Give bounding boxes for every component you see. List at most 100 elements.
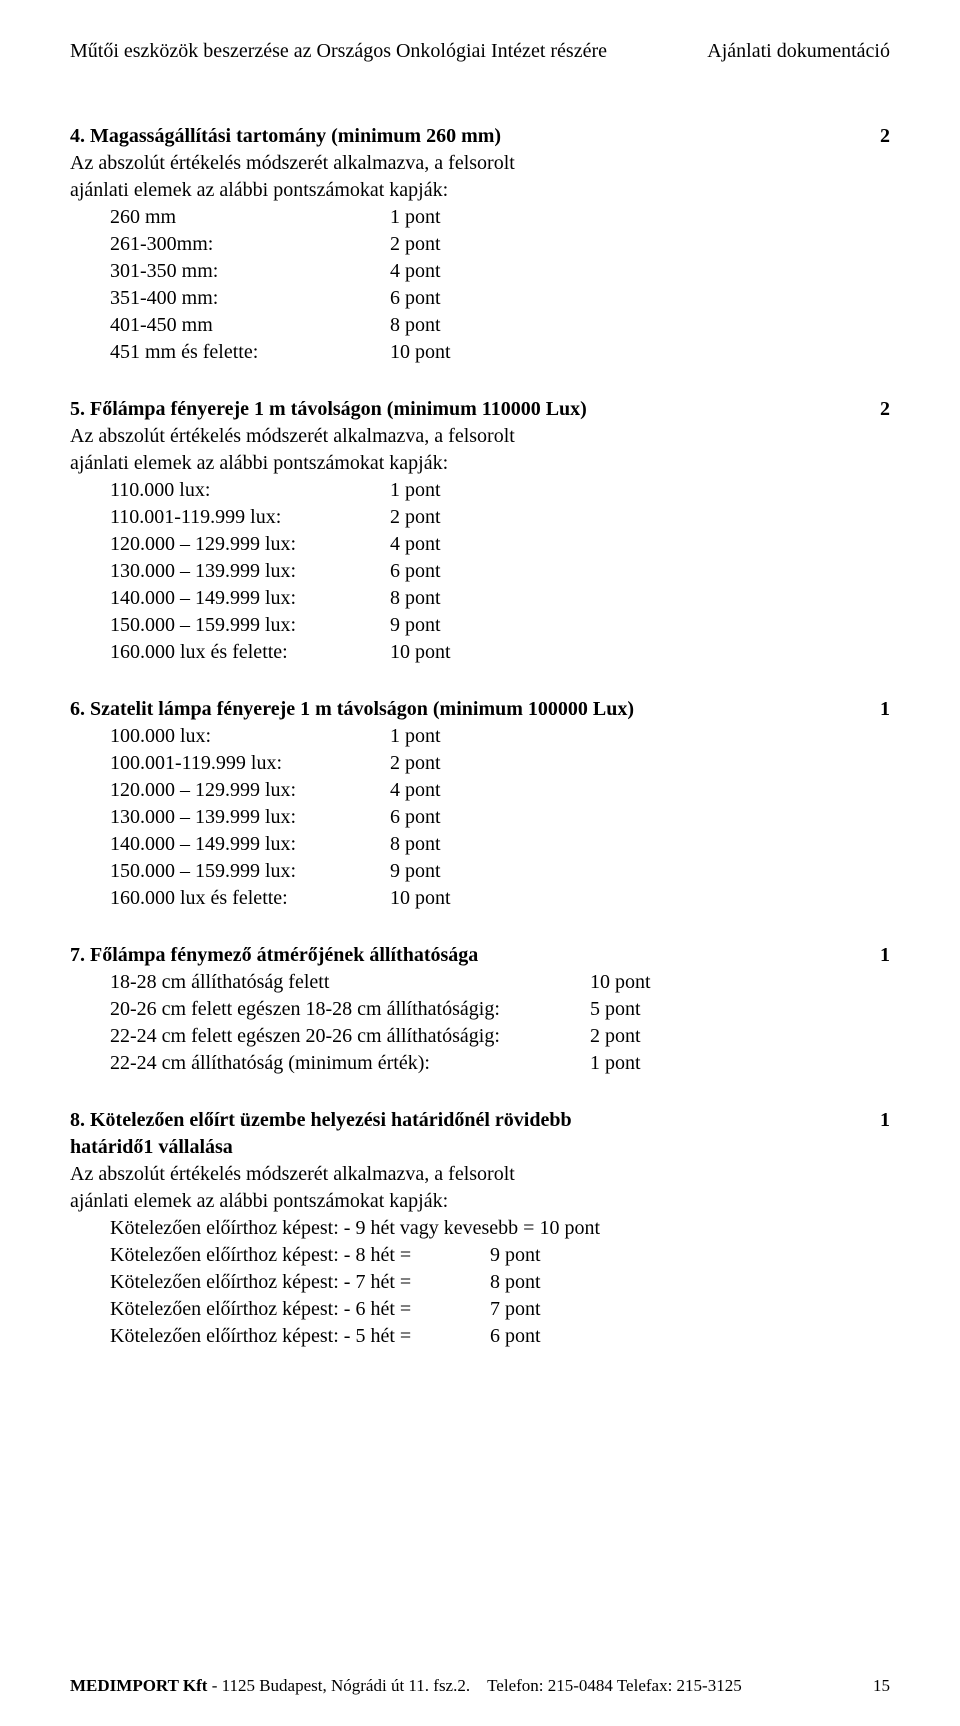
- section-6: 6. Szatelit lámpa fényereje 1 m távolság…: [70, 696, 890, 912]
- row-label: 160.000 lux és felette:: [70, 885, 390, 912]
- row-label: 120.000 – 129.999 lux:: [70, 777, 390, 804]
- section-7-row: 22-24 cm felett egészen 20-26 cm állítha…: [70, 1023, 890, 1050]
- section-4-intro2: ajánlati elemek az alábbi pontszámokat k…: [70, 177, 890, 204]
- section-5-row: 140.000 – 149.999 lux:8 pont: [70, 585, 890, 612]
- row-label: 120.000 – 129.999 lux:: [70, 531, 390, 558]
- row-value: 2 pont: [390, 231, 441, 258]
- section-6-row: 100.001-119.999 lux:2 pont: [70, 750, 890, 777]
- row-label: 150.000 – 159.999 lux:: [70, 612, 390, 639]
- row-value: 9 pont: [390, 612, 441, 639]
- section-6-weight: 1: [880, 696, 890, 723]
- row-label: 22-24 cm felett egészen 20-26 cm állítha…: [70, 1023, 590, 1050]
- section-4-title: 4. Magasságállítási tartomány (minimum 2…: [70, 125, 501, 147]
- section-8: 8. Kötelezően előírt üzembe helyezési ha…: [70, 1107, 890, 1350]
- section-4-row: 401-450 mm8 pont: [70, 312, 890, 339]
- section-4-row: 260 mm1 pont: [70, 204, 890, 231]
- row-value: 1 pont: [590, 1050, 641, 1077]
- row-value: 2 pont: [390, 750, 441, 777]
- section-4-row: 451 mm és felette:10 pont: [70, 339, 890, 366]
- row-value: 6 pont: [490, 1323, 541, 1350]
- row-value: 4 pont: [390, 258, 441, 285]
- header-right: Ajánlati dokumentáció: [707, 40, 890, 63]
- section-5-row: 160.000 lux és felette:10 pont: [70, 639, 890, 666]
- section-6-row: 120.000 – 129.999 lux:4 pont: [70, 777, 890, 804]
- section-8-row: Kötelezően előírthoz képest: - 5 hét =6 …: [70, 1323, 890, 1350]
- section-8-title2: határidő1 vállalása: [70, 1134, 890, 1161]
- row-label: 20-26 cm felett egészen 18-28 cm állítha…: [70, 996, 590, 1023]
- row-label: 22-24 cm állíthatóság (minimum érték):: [70, 1050, 590, 1077]
- row-value: 10 pont: [390, 639, 451, 666]
- row-value: 5 pont: [590, 996, 641, 1023]
- page-footer: MEDIMPORT Kft - 1125 Budapest, Nógrádi ú…: [70, 1676, 890, 1696]
- row-value: 4 pont: [390, 531, 441, 558]
- section-5-title: 5. Főlámpa fényereje 1 m távolságon (min…: [70, 398, 587, 420]
- section-7-weight: 1: [880, 942, 890, 969]
- section-5-row: 120.000 – 129.999 lux:4 pont: [70, 531, 890, 558]
- section-5-row: 110.001-119.999 lux:2 pont: [70, 504, 890, 531]
- section-4-weight: 2: [880, 123, 890, 150]
- row-label: 140.000 – 149.999 lux:: [70, 831, 390, 858]
- section-8-row: Kötelezően előírthoz képest: - 6 hét =7 …: [70, 1296, 890, 1323]
- section-8-intro2: ajánlati elemek az alábbi pontszámokat k…: [70, 1188, 890, 1215]
- row-label: 260 mm: [70, 204, 390, 231]
- page: Műtői eszközök beszerzése az Országos On…: [0, 0, 960, 1726]
- row-value: 9 pont: [490, 1242, 541, 1269]
- row-label: 18-28 cm állíthatóság felett: [70, 969, 590, 996]
- section-4-row: 351-400 mm:6 pont: [70, 285, 890, 312]
- row-value: 2 pont: [390, 504, 441, 531]
- row-label: 160.000 lux és felette:: [70, 639, 390, 666]
- section-8-title: 8. Kötelezően előírt üzembe helyezési ha…: [70, 1109, 572, 1131]
- row-label: Kötelezően előírthoz képest: - 8 hét =: [70, 1242, 490, 1269]
- section-7-title: 7. Főlámpa fénymező átmérőjének állíthat…: [70, 944, 478, 966]
- row-label: 130.000 – 139.999 lux:: [70, 558, 390, 585]
- row-label: 110.001-119.999 lux:: [70, 504, 390, 531]
- row-label: 100.001-119.999 lux:: [70, 750, 390, 777]
- row-value: 9 pont: [390, 858, 441, 885]
- row-value: 8 pont: [390, 831, 441, 858]
- row-label: 301-350 mm:: [70, 258, 390, 285]
- row-value: 1 pont: [390, 204, 441, 231]
- row-value: 1 pont: [390, 477, 441, 504]
- row-value: 10 pont: [390, 885, 451, 912]
- row-value: 6 pont: [390, 285, 441, 312]
- section-5-row: 130.000 – 139.999 lux:6 pont: [70, 558, 890, 585]
- row-value: 2 pont: [590, 1023, 641, 1050]
- row-label: Kötelezően előírthoz képest: - 6 hét =: [70, 1296, 490, 1323]
- section-6-row: 130.000 – 139.999 lux:6 pont: [70, 804, 890, 831]
- row-label: 150.000 – 159.999 lux:: [70, 858, 390, 885]
- section-6-title: 6. Szatelit lámpa fényereje 1 m távolság…: [70, 698, 634, 720]
- row-label: 401-450 mm: [70, 312, 390, 339]
- section-4: 4. Magasságállítási tartomány (minimum 2…: [70, 123, 890, 366]
- section-5-intro2: ajánlati elemek az alábbi pontszámokat k…: [70, 450, 890, 477]
- row-value: 7 pont: [490, 1296, 541, 1323]
- section-4-row: 261-300mm:2 pont: [70, 231, 890, 258]
- section-7: 7. Főlámpa fénymező átmérőjének állíthat…: [70, 942, 890, 1077]
- row-value: 6 pont: [390, 804, 441, 831]
- footer-company: MEDIMPORT Kft: [70, 1676, 207, 1695]
- row-label: Kötelezően előírthoz képest: - 7 hét =: [70, 1269, 490, 1296]
- row-value: 10 pont: [590, 969, 651, 996]
- row-label: 140.000 – 149.999 lux:: [70, 585, 390, 612]
- section-7-row: 18-28 cm állíthatóság felett10 pont: [70, 969, 890, 996]
- section-6-row: 140.000 – 149.999 lux:8 pont: [70, 831, 890, 858]
- row-label: 100.000 lux:: [70, 723, 390, 750]
- section-5-row: 110.000 lux:1 pont: [70, 477, 890, 504]
- footer-left: MEDIMPORT Kft - 1125 Budapest, Nógrádi ú…: [70, 1676, 742, 1696]
- section-6-row: 150.000 – 159.999 lux:9 pont: [70, 858, 890, 885]
- section-5-row: 150.000 – 159.999 lux:9 pont: [70, 612, 890, 639]
- section-6-row: 100.000 lux:1 pont: [70, 723, 890, 750]
- section-8-weight: 1: [880, 1107, 890, 1134]
- section-6-row: 160.000 lux és felette:10 pont: [70, 885, 890, 912]
- row-label: 261-300mm:: [70, 231, 390, 258]
- section-5-intro1: Az abszolút értékelés módszerét alkalmaz…: [70, 423, 890, 450]
- section-5: 5. Főlámpa fényereje 1 m távolságon (min…: [70, 396, 890, 666]
- row-value: 8 pont: [490, 1269, 541, 1296]
- row-value: 4 pont: [390, 777, 441, 804]
- section-8-row: Kötelezően előírthoz képest: - 8 hét =9 …: [70, 1242, 890, 1269]
- section-8-row: Kötelezően előírthoz képest: - 7 hét =8 …: [70, 1269, 890, 1296]
- section-8-intro1: Az abszolút értékelés módszerét alkalmaz…: [70, 1161, 890, 1188]
- page-header: Műtői eszközök beszerzése az Országos On…: [70, 40, 890, 63]
- row-label: 110.000 lux:: [70, 477, 390, 504]
- row-label: Kötelezően előírthoz képest: - 5 hét =: [70, 1323, 490, 1350]
- header-left: Műtői eszközök beszerzése az Országos On…: [70, 40, 607, 63]
